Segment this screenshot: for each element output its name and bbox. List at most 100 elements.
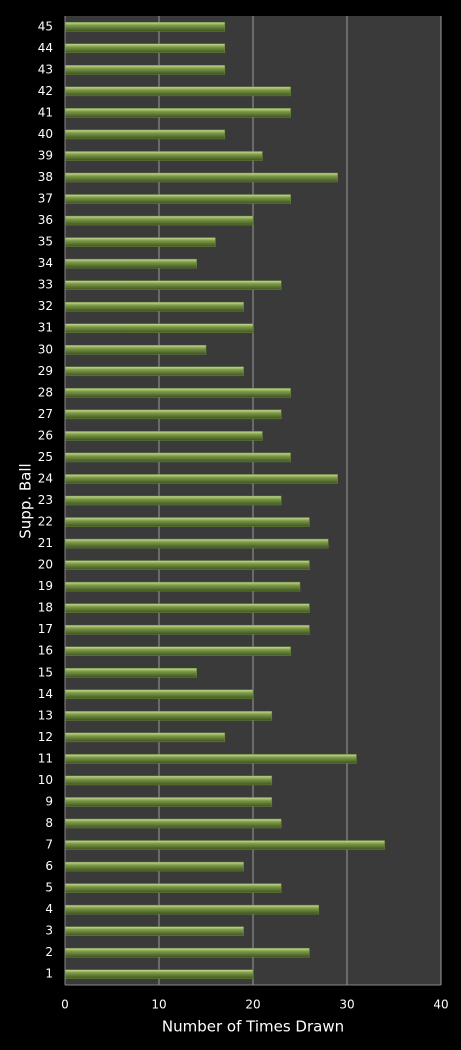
bar [64,301,244,312]
y-tick-label: 34 [38,256,53,270]
bar [64,861,244,872]
bars [64,22,385,979]
y-tick-label: 42 [38,84,53,98]
bar [64,797,273,807]
x-tick-label: 10 [151,998,166,1012]
y-axis-title: Supp. Ball [17,463,35,538]
bar [64,711,273,721]
y-tick-label: 20 [38,558,53,572]
y-tick-label: 44 [38,41,53,55]
bar [64,323,254,333]
bar [64,624,310,635]
bar [64,947,310,958]
bar [64,689,254,700]
bar [64,581,301,592]
bar [64,883,282,893]
y-tick-label: 37 [38,192,53,206]
y-tick-label: 8 [45,816,53,830]
bar [64,65,226,75]
y-tick-label: 22 [38,515,53,529]
bar [64,43,226,54]
y-tick-label: 24 [38,471,53,485]
y-tick-label: 18 [38,601,53,615]
y-tick-label: 23 [38,493,53,507]
bar [64,495,282,506]
y-tick-label: 16 [38,644,53,658]
y-tick-label: 35 [38,235,53,249]
bar [64,474,338,484]
y-tick-label: 31 [38,321,53,335]
y-tick-label: 17 [38,622,53,636]
y-tick-label: 32 [38,299,53,313]
y-tick-label: 33 [38,278,53,292]
y-tick-label: 11 [38,751,53,765]
bar [64,431,263,441]
y-tick-label: 13 [38,708,53,722]
y-tick-label: 12 [38,730,53,744]
y-tick-label: 1 [45,967,53,981]
bar [64,603,310,613]
y-tick-label: 5 [45,881,53,895]
bar [64,388,291,398]
y-tick-label: 25 [38,450,53,464]
bar [64,754,357,764]
y-tick-label: 14 [38,687,53,701]
bar [64,151,263,161]
bar [64,22,226,32]
bar [64,194,291,204]
x-tick-label: 40 [433,998,448,1012]
y-tick-label: 2 [45,945,53,959]
bar [64,517,310,527]
bar [64,818,282,829]
bar [64,775,273,786]
bar [64,646,291,656]
y-tick-label: 36 [38,213,53,227]
x-tick-label: 0 [61,998,69,1012]
x-axis-title: Number of Times Drawn [162,1018,344,1036]
bar [64,538,329,549]
bar [64,237,216,247]
y-tick-label: 15 [38,665,53,679]
y-tick-label: 21 [38,536,53,550]
y-tick-label: 7 [45,838,53,852]
bar [64,926,244,936]
y-tick-label: 9 [45,794,53,808]
bar [64,840,385,850]
y-tick-label: 28 [38,385,53,399]
bar [64,668,197,678]
bar [64,108,291,118]
bar [64,172,338,183]
y-tick-label: 26 [38,428,53,442]
bar [64,280,282,290]
y-tick-label: 27 [38,407,53,421]
y-tick-label: 38 [38,170,53,184]
y-tick-label: 10 [38,773,53,787]
y-tick-label: 40 [38,127,53,141]
bar [64,366,244,377]
bar [64,345,207,355]
bar [64,258,197,269]
bar [64,409,282,420]
y-tick-label: 4 [45,902,53,916]
y-tick-label: 6 [45,859,53,873]
bar [64,129,226,140]
x-tick-label: 20 [245,998,260,1012]
bar [64,86,291,97]
bar [64,452,291,463]
bar [64,732,226,743]
y-tick-label: 3 [45,924,53,938]
bar [64,215,254,226]
y-tick-label: 19 [38,579,53,593]
bar [64,560,310,570]
y-tick-label: 41 [38,105,53,119]
bar [64,969,254,979]
y-tick-label: 45 [38,19,53,33]
bar [64,904,320,915]
y-tick-label: 30 [38,342,53,356]
y-tick-label: 39 [38,148,53,162]
y-tick-label: 29 [38,364,53,378]
x-tick-label: 30 [339,998,354,1012]
y-tick-label: 43 [38,62,53,76]
